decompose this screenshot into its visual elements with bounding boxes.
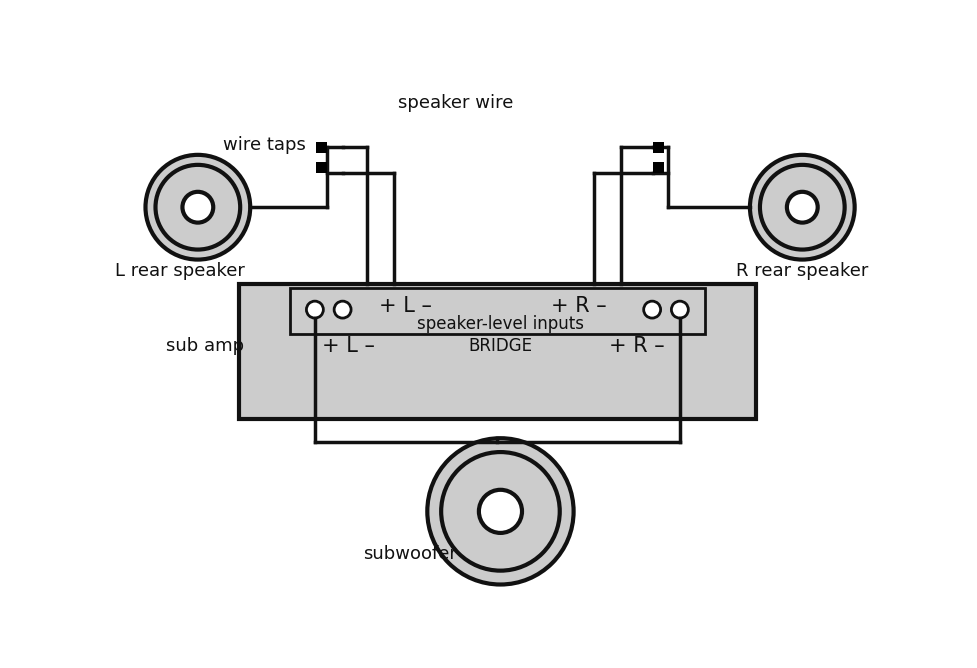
Bar: [317, 162, 327, 172]
Circle shape: [334, 301, 351, 318]
Text: + L –: + L –: [379, 296, 432, 316]
Bar: [317, 142, 327, 152]
Circle shape: [146, 155, 250, 260]
Text: wire taps: wire taps: [223, 136, 306, 154]
Text: + R –: + R –: [551, 296, 606, 316]
Circle shape: [183, 192, 213, 222]
Bar: [238, 284, 755, 419]
Text: + R –: + R –: [609, 336, 664, 356]
Text: + L –: + L –: [321, 336, 374, 356]
Bar: [653, 142, 663, 152]
Circle shape: [786, 192, 817, 222]
Circle shape: [643, 301, 659, 318]
Text: R rear speaker: R rear speaker: [736, 262, 868, 280]
Text: BRIDGE: BRIDGE: [468, 337, 531, 355]
Text: speaker wire: speaker wire: [398, 94, 513, 112]
Ellipse shape: [479, 490, 522, 533]
Text: speaker-level inputs: speaker-level inputs: [416, 315, 583, 333]
Text: subwoofer: subwoofer: [362, 544, 456, 562]
Circle shape: [306, 301, 323, 318]
Text: L rear speaker: L rear speaker: [115, 262, 245, 280]
Circle shape: [759, 165, 844, 250]
Ellipse shape: [427, 438, 573, 584]
Circle shape: [749, 155, 854, 260]
Bar: [653, 162, 663, 172]
Ellipse shape: [441, 452, 559, 570]
Text: sub amp: sub amp: [166, 337, 244, 355]
Circle shape: [155, 165, 240, 250]
Circle shape: [670, 301, 688, 318]
Bar: [290, 288, 703, 334]
